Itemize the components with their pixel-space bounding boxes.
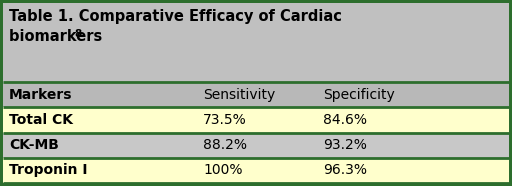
Text: 84.6%: 84.6% [323, 113, 367, 127]
Text: 73.5%: 73.5% [203, 113, 247, 127]
Text: Table 1. Comparative Efficacy of Cardiac: Table 1. Comparative Efficacy of Cardiac [9, 9, 342, 24]
Text: Total CK: Total CK [9, 113, 73, 127]
Text: Markers: Markers [9, 88, 73, 102]
Text: biomarkers: biomarkers [9, 29, 108, 44]
Text: 100%: 100% [203, 163, 243, 177]
Text: CK-MB: CK-MB [9, 138, 59, 152]
Text: 93.2%: 93.2% [323, 138, 367, 152]
Bar [3, 82, 509, 183]
Bar [3, 132, 509, 158]
Text: Specificity: Specificity [323, 88, 395, 102]
Text: 96.3%: 96.3% [323, 163, 367, 177]
Text: Troponin I: Troponin I [9, 163, 88, 177]
Text: Sensitivity: Sensitivity [203, 88, 275, 102]
Text: 8: 8 [74, 29, 81, 39]
Bar [3, 3, 509, 82]
Text: 88.2%: 88.2% [203, 138, 247, 152]
Bar [3, 158, 509, 183]
Bar [3, 107, 509, 132]
